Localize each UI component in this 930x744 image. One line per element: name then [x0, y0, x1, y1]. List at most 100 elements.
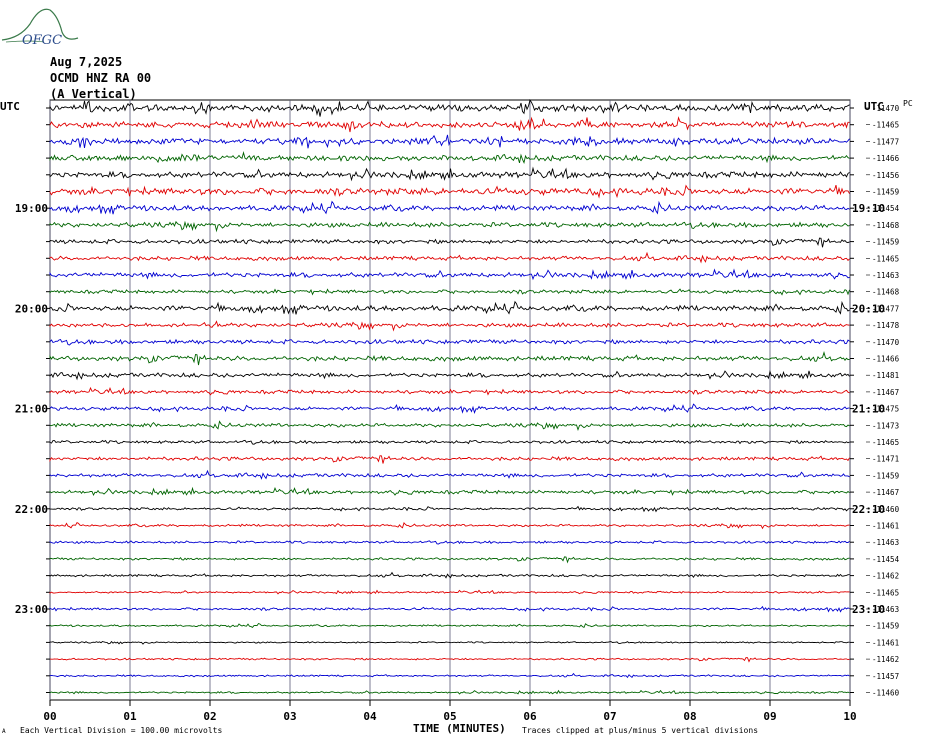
seismic-trace	[49, 184, 850, 199]
seismic-trace	[49, 251, 850, 264]
trace-offset-label: -11473	[872, 421, 899, 430]
seismic-trace	[49, 469, 850, 480]
trace-offset-label: -11470	[872, 338, 900, 347]
trace-offset-label: -11463	[872, 538, 899, 547]
seismic-trace	[49, 134, 850, 149]
trace-offset-label: -11465	[872, 254, 899, 263]
seismic-trace	[49, 640, 850, 645]
seismic-trace	[49, 237, 850, 248]
pc-label: PC	[903, 99, 913, 108]
x-axis-title: TIME (MINUTES)	[413, 722, 506, 735]
date-label: Aug 7,2025	[50, 55, 123, 69]
seismic-trace	[49, 605, 850, 613]
seismic-trace	[49, 370, 850, 381]
hour-label-right: 19:10	[852, 202, 885, 215]
seismic-trace	[49, 200, 850, 215]
x-tick-label: 06	[523, 710, 537, 723]
trace-offset-label: -11461	[872, 638, 899, 647]
hour-label-right: 21:10	[852, 403, 885, 416]
trace-offset-label: -11466	[872, 154, 900, 163]
trace-offset-label: -11471	[872, 455, 899, 464]
hour-label-right: 23:10	[852, 603, 885, 616]
hour-label-left: 19:00	[15, 202, 48, 215]
trace-offset-label: -11459	[872, 471, 899, 480]
seismic-trace	[49, 150, 850, 164]
trace-offset-label: -11478	[872, 321, 900, 330]
scale-note: Each Vertical Division = 100.00 microvol…	[20, 726, 223, 735]
seismic-trace	[49, 98, 850, 117]
seismic-trace	[49, 486, 850, 497]
hour-label-left: 22:00	[15, 503, 48, 516]
logo-text: OFGC	[22, 33, 62, 48]
trace-offset-label: -11465	[872, 588, 899, 597]
seismic-trace	[49, 403, 850, 415]
seismic-trace	[49, 622, 850, 629]
trace-offset-label: -11459	[872, 238, 899, 247]
trace-offset-label: -11462	[872, 572, 899, 581]
x-tick-label: 04	[363, 710, 377, 723]
seismic-trace	[49, 689, 850, 695]
hour-label-left: 20:00	[15, 302, 48, 315]
trace-offset-label: -11481	[872, 371, 899, 380]
seismic-trace	[49, 505, 850, 513]
hour-label-right: 20:10	[852, 302, 885, 315]
trace-offset-label: -11477	[872, 137, 899, 146]
trace-offset-label: -11463	[872, 271, 899, 280]
trace-offset-label: -11460	[872, 505, 900, 514]
trace-offset-label: -11461	[872, 522, 899, 531]
trace-offset-label: -11454	[872, 555, 900, 564]
seismic-trace	[49, 320, 850, 332]
trace-offset-label: -11465	[872, 438, 899, 447]
x-tick-label: 07	[603, 710, 616, 723]
trace-offset-label: -11477	[872, 304, 899, 313]
utc-left-label: UTC	[0, 100, 20, 113]
trace-offset-label: -11462	[872, 655, 899, 664]
x-tick-label: 08	[683, 710, 696, 723]
seismic-trace	[49, 521, 850, 530]
trace-group	[49, 98, 850, 695]
component-label: (A Vertical)	[50, 87, 137, 101]
seismic-trace	[49, 672, 850, 679]
seismic-trace	[49, 540, 850, 545]
x-axis-ticks: 00 01 02 03 04 05 06 07 08 09 10	[43, 700, 857, 723]
seismic-trace	[49, 351, 850, 366]
trace-offset-label: -11465	[872, 121, 899, 130]
seismic-trace	[49, 220, 850, 233]
seismic-trace	[49, 288, 850, 296]
seismic-trace	[49, 116, 850, 133]
seismic-trace	[49, 589, 850, 595]
x-tick-label: 09	[763, 710, 776, 723]
x-tick-label: 01	[123, 710, 137, 723]
seismic-trace	[49, 420, 850, 431]
trace-offset-label: -11459	[872, 188, 899, 197]
trace-offset-label: -11468	[872, 221, 900, 230]
trace-offset-label: -11456	[872, 171, 900, 180]
seismic-trace	[49, 571, 850, 579]
seismic-trace	[49, 300, 850, 315]
seismic-trace	[49, 338, 850, 346]
trace-offset-label: -11459	[872, 622, 899, 631]
x-tick-label: 00	[43, 710, 56, 723]
trace-offset-label: -11463	[872, 605, 899, 614]
x-tick-label: 03	[283, 710, 296, 723]
trace-offset-label: -11457	[872, 672, 899, 681]
seismic-trace	[49, 556, 850, 564]
seismic-trace	[49, 657, 850, 663]
seismic-trace	[49, 439, 850, 445]
trace-offset-label: -11475	[872, 405, 899, 414]
x-tick-label: 10	[843, 710, 856, 723]
trace-offset-label: -11460	[872, 689, 900, 698]
hour-label-right: 22:10	[852, 503, 885, 516]
seismic-trace	[49, 386, 850, 396]
trace-offset-label: -11454	[872, 204, 900, 213]
hour-labels: 19:00 20:00 21:00 22:00 23:00 19:10 20:10 21:10…	[15, 202, 885, 616]
trace-offset-label: -11467	[872, 488, 899, 497]
clip-note: Traces clipped at plus/minus 5 vertical …	[522, 726, 759, 735]
offset-labels: -11470 -11465 -11477 -11466 -11456 -11459 -114…	[866, 104, 900, 698]
utc-right-label: UTC	[864, 100, 884, 113]
trace-offset-label: -11467	[872, 388, 899, 397]
seismic-trace	[49, 455, 850, 464]
trace-offset-label: -11466	[872, 355, 900, 364]
hour-label-left: 21:00	[15, 403, 48, 416]
